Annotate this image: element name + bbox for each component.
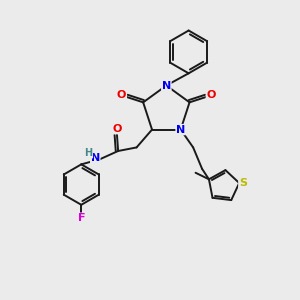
Text: H: H — [84, 148, 92, 158]
Text: O: O — [117, 90, 126, 100]
Text: F: F — [77, 213, 85, 223]
Text: O: O — [112, 124, 122, 134]
Text: S: S — [239, 178, 247, 188]
Text: N: N — [176, 124, 185, 135]
Text: O: O — [206, 90, 216, 100]
Text: N: N — [162, 80, 171, 91]
Text: N: N — [91, 152, 100, 163]
